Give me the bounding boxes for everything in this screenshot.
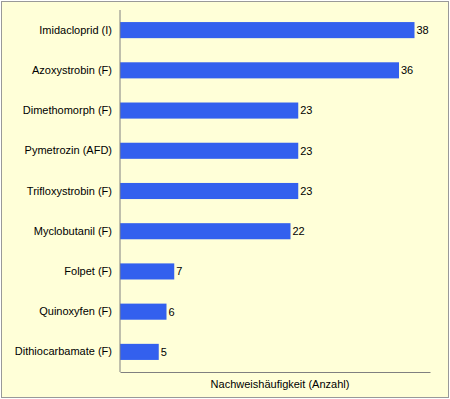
data-label: 23	[300, 104, 312, 116]
background	[2, 2, 449, 398]
bar	[120, 143, 298, 159]
tick-label: Dimethomorph (F)	[23, 104, 112, 116]
tick-label: Quinoxyfen (F)	[39, 305, 112, 317]
bar	[120, 103, 298, 119]
tick-label: Trifloxystrobin (F)	[27, 185, 112, 197]
bar	[120, 344, 159, 360]
data-label: 38	[417, 24, 429, 36]
data-label: 6	[169, 306, 175, 318]
tick-label: Folpet (F)	[64, 265, 112, 277]
tick-label: Dithiocarbamate (F)	[15, 345, 112, 357]
tick-label: Imidacloprid (I)	[39, 24, 112, 36]
tick: Dithiocarbamate (F)	[15, 345, 120, 357]
x-axis-line	[121, 372, 431, 373]
y-axis: Imidacloprid (I) Azoxystrobin (F) Dimethom…	[15, 10, 120, 372]
data-label: 7	[176, 265, 182, 277]
tick: Azoxystrobin (F)	[32, 64, 120, 76]
tick: Imidacloprid (I)	[39, 24, 120, 36]
tick: Quinoxyfen (F)	[39, 305, 120, 317]
tick-label: Pymetrozin (AFD)	[25, 144, 112, 156]
bar	[120, 183, 298, 199]
tick: Trifloxystrobin (F)	[27, 185, 120, 197]
tick: Myclobutanil (F)	[34, 225, 120, 237]
bar	[120, 263, 174, 279]
data-label: 36	[401, 64, 413, 76]
bar	[120, 62, 399, 78]
tick-label: Myclobutanil (F)	[34, 225, 112, 237]
y-axis-line	[120, 10, 121, 372]
data-labels: 38 36 23 23 23 22 7 6 5	[161, 24, 429, 358]
tick-label: Azoxystrobin (F)	[32, 64, 112, 76]
data-label: 22	[293, 225, 305, 237]
tick: Dimethomorph (F)	[23, 104, 120, 116]
bars	[120, 22, 415, 360]
chart: 38 36 23 23 23 22 7 6 5 Imidacloprid (I) Azoxystro…	[0, 0, 450, 399]
x-axis	[121, 372, 431, 373]
bar	[120, 304, 167, 320]
bar	[120, 22, 415, 38]
tick: Pymetrozin (AFD)	[25, 144, 120, 156]
bar	[120, 223, 291, 239]
data-label: 23	[300, 185, 312, 197]
x-axis-title: Nachweishäufigkeit (Anzahl)	[211, 378, 350, 390]
tick: Folpet (F)	[64, 265, 120, 277]
data-label: 5	[161, 346, 167, 358]
data-label: 23	[300, 145, 312, 157]
